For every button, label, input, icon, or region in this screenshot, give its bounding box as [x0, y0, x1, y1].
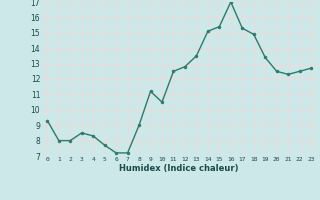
X-axis label: Humidex (Indice chaleur): Humidex (Indice chaleur) [119, 164, 239, 173]
